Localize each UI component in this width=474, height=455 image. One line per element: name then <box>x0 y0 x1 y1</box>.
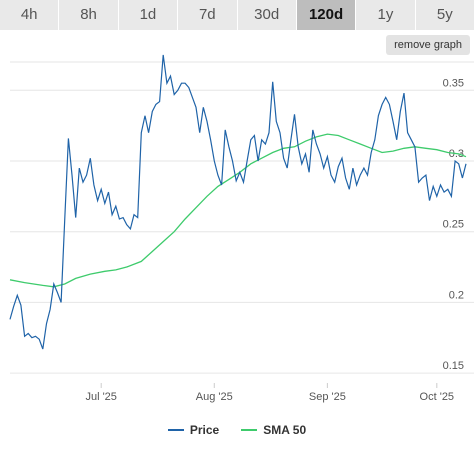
legend-item-price[interactable]: Price <box>167 423 220 437</box>
tab-120d[interactable]: 120d <box>296 0 357 30</box>
legend-item-sma[interactable]: SMA 50 <box>241 423 306 437</box>
price-chart: 0.150.20.250.30.35 Jul '25 Aug '25 Sep '25… <box>9 54 474 403</box>
price-line <box>9 54 467 350</box>
legend-swatch-price <box>167 429 184 431</box>
tab-1y[interactable]: 1y <box>356 0 416 30</box>
x-tick-label: Oct '25 <box>420 391 455 403</box>
tab-1d[interactable]: 1d <box>119 0 179 30</box>
y-tick-label: 0.2 <box>449 289 464 301</box>
x-tick-label: Sep '25 <box>309 391 346 403</box>
timeframe-tabs: 4h 8h 1d 7d 30d 120d 1y 5y <box>0 0 474 30</box>
y-tick-label: 0.25 <box>443 219 464 231</box>
tab-8h[interactable]: 8h <box>59 0 119 30</box>
y-tick-label: 0.15 <box>443 360 464 372</box>
x-tick-label: Jul '25 <box>85 391 116 403</box>
tab-4h[interactable]: 4h <box>0 0 60 30</box>
grid <box>10 61 474 374</box>
tab-5y[interactable]: 5y <box>436 6 453 23</box>
legend-label-price: Price <box>189 423 220 437</box>
y-axis-ticks: 0.150.20.250.30.35 <box>443 77 464 372</box>
legend: Price SMA 50 <box>0 420 474 440</box>
legend-swatch-sma <box>241 429 258 431</box>
legend-label-sma: SMA 50 <box>263 423 307 437</box>
x-tick-label: Aug '25 <box>196 391 233 403</box>
tab-7d[interactable]: 7d <box>178 0 238 30</box>
remove-graph-button[interactable]: remove graph <box>386 35 470 55</box>
sma-50-line <box>9 133 467 288</box>
x-axis-ticks: Jul '25 Aug '25 Sep '25 Oct '25 <box>85 383 454 403</box>
tab-30d[interactable]: 30d <box>238 0 297 30</box>
y-tick-label: 0.35 <box>443 77 464 89</box>
